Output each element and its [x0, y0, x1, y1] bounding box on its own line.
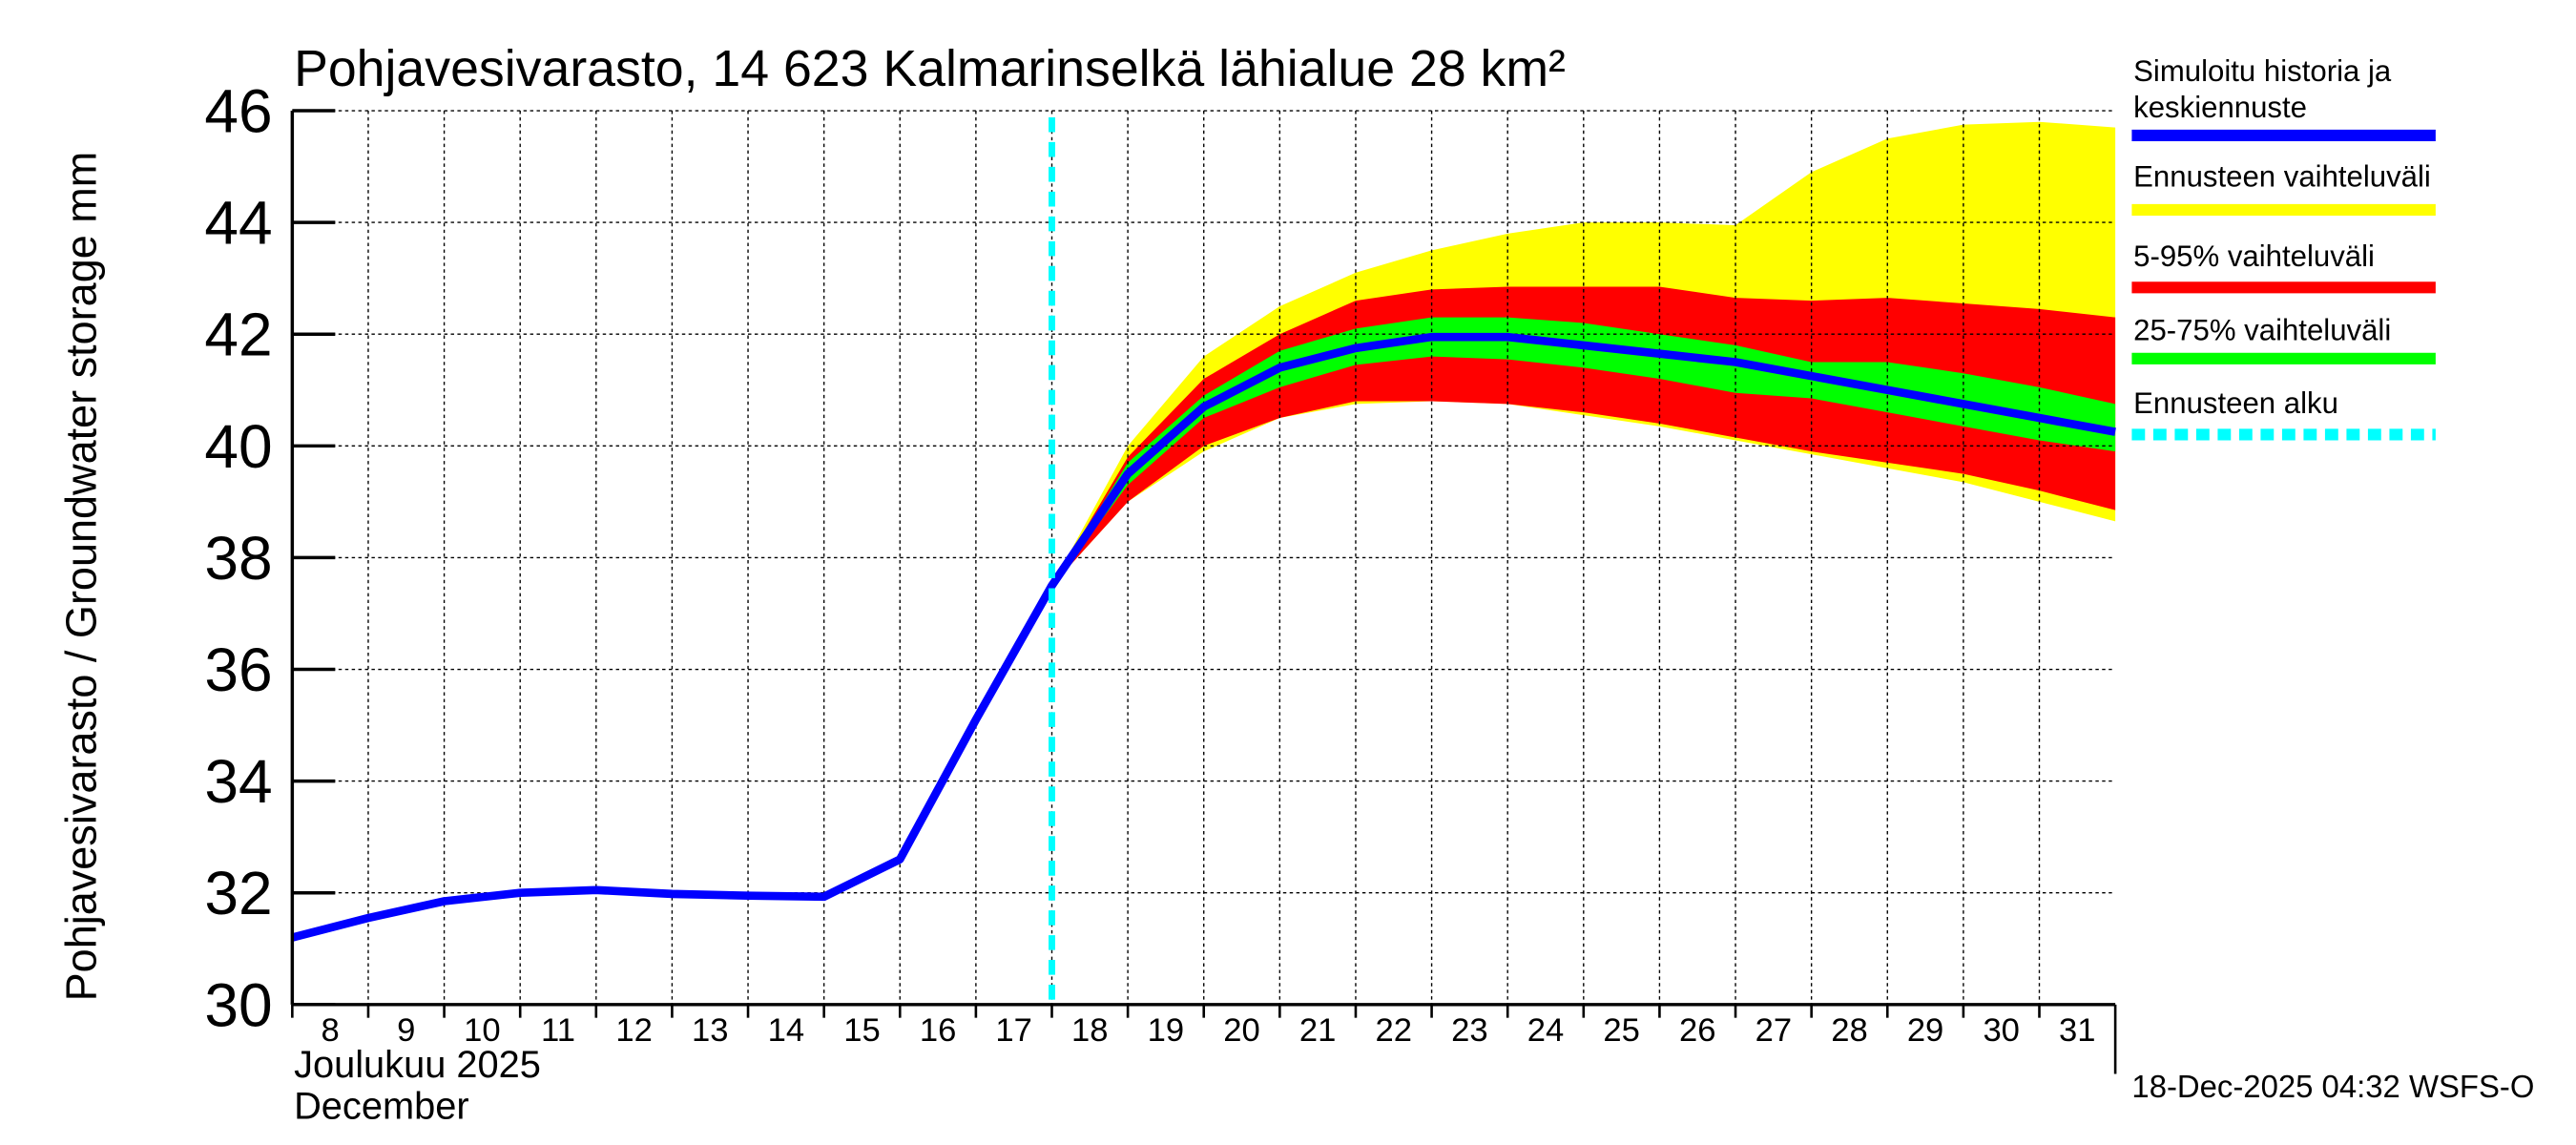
- x-tick-label: 18: [1071, 1012, 1108, 1049]
- y-tick-label: 42: [204, 301, 272, 369]
- x-tick-label: 25: [1603, 1012, 1639, 1049]
- x-tick-label: 8: [322, 1012, 340, 1049]
- x-tick-label: 16: [920, 1012, 956, 1049]
- x-tick-label: 26: [1679, 1012, 1715, 1049]
- x-axis-month-fi: Joulukuu 2025: [294, 1044, 541, 1086]
- y-tick-label: 30: [204, 970, 272, 1039]
- y-tick-label: 38: [204, 524, 272, 593]
- x-tick-label: 27: [1755, 1012, 1792, 1049]
- x-tick-label: 13: [692, 1012, 728, 1049]
- legend-label: Simuloitu historia ja: [2133, 54, 2392, 88]
- chart-title: Pohjavesivarasto, 14 623 Kalmarinselkä l…: [294, 40, 1566, 97]
- x-tick-label: 14: [768, 1012, 804, 1049]
- x-tick-label: 11: [541, 1012, 575, 1049]
- y-tick-label: 46: [204, 77, 272, 146]
- x-tick-label: 20: [1223, 1012, 1259, 1049]
- x-tick-label: 17: [995, 1012, 1031, 1049]
- x-tick-label: 29: [1907, 1012, 1943, 1049]
- x-tick-label: 12: [615, 1012, 652, 1049]
- x-tick-label: 28: [1831, 1012, 1867, 1049]
- legend-label: 25-75% vaihteluväli: [2133, 314, 2391, 347]
- x-tick-label: 21: [1299, 1012, 1336, 1049]
- y-tick-label: 44: [204, 189, 272, 258]
- y-axis-label: Pohjavesivarasto / Groundwater storage m…: [56, 152, 105, 1002]
- legend-label: Ennusteen alku: [2133, 386, 2338, 420]
- x-axis-month-en: December: [294, 1085, 469, 1127]
- x-tick-label: 24: [1527, 1012, 1564, 1049]
- x-tick-label: 31: [2059, 1012, 2095, 1049]
- timestamp-footer: 18-Dec-2025 04:32 WSFS-O: [2131, 1069, 2534, 1104]
- y-tick-label: 36: [204, 635, 272, 704]
- x-tick-label: 15: [843, 1012, 880, 1049]
- legend-label: Ennusteen vaihteluväli: [2133, 160, 2431, 194]
- x-tick-label: 22: [1376, 1012, 1412, 1049]
- x-tick-label: 9: [397, 1012, 415, 1049]
- y-tick-label: 32: [204, 859, 272, 927]
- axes-layer: 30 32 34 36 38 40 42 44 46 8 9 10 11 12 13 14 15 16 17 18 19…: [204, 77, 2117, 1074]
- y-tick-label: 34: [204, 747, 272, 816]
- median-line: [291, 332, 2116, 942]
- x-tick-label: 19: [1148, 1012, 1184, 1049]
- legend-label: keskiennuste: [2133, 91, 2307, 124]
- x-tick-label: 30: [1983, 1012, 2019, 1049]
- x-tick-label: 23: [1451, 1012, 1487, 1049]
- x-tick-label: 10: [464, 1012, 500, 1049]
- legend-label: 5-95% vaihteluväli: [2133, 239, 2375, 273]
- y-tick-label: 40: [204, 412, 272, 481]
